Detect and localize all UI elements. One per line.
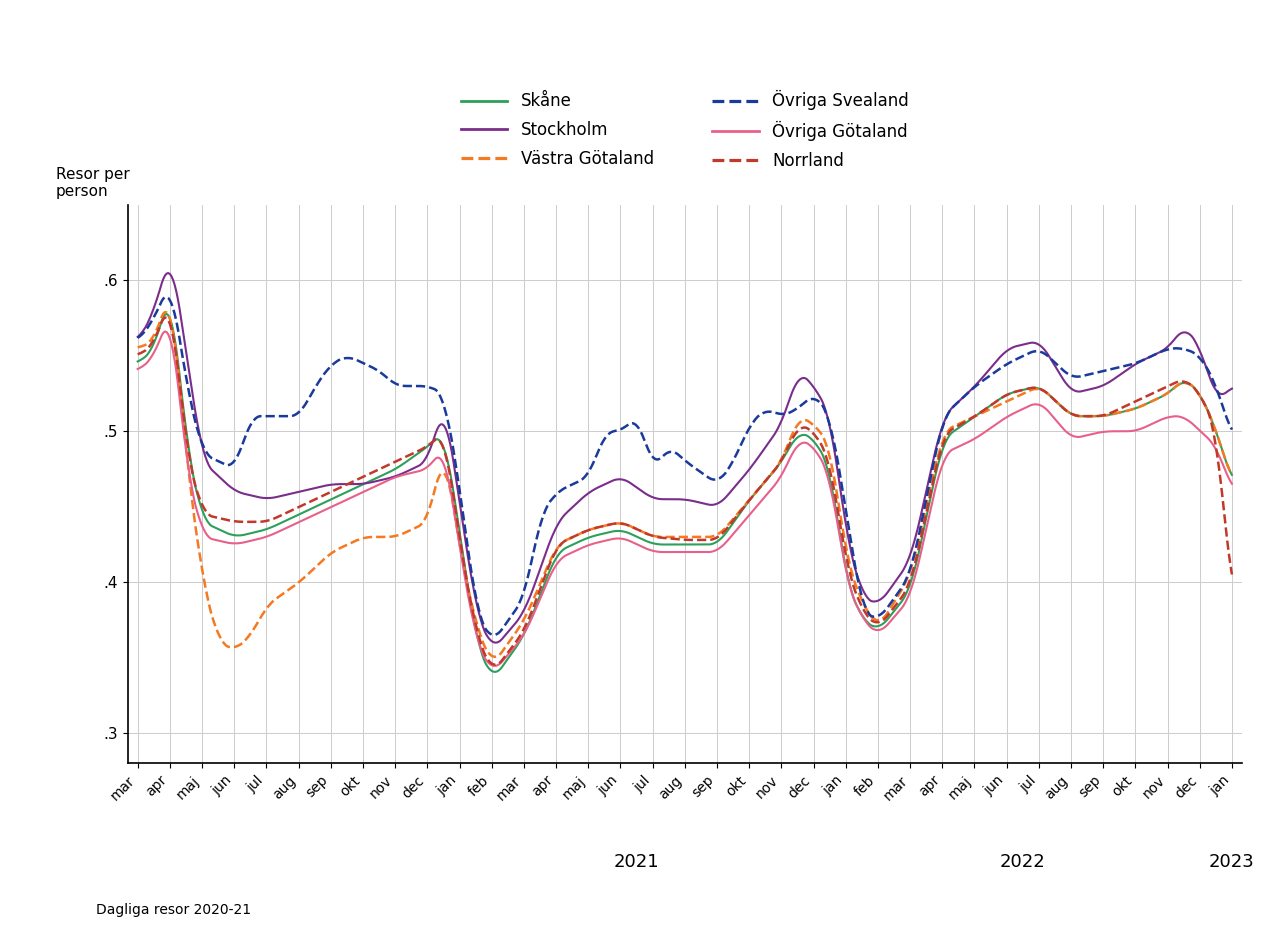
Text: 2021: 2021 [613, 853, 659, 870]
Text: 2023: 2023 [1210, 853, 1254, 870]
Text: 2022: 2022 [1000, 853, 1046, 870]
Text: Dagliga resor 2020-21: Dagliga resor 2020-21 [96, 903, 251, 917]
Legend: Skåne, Stockholm, Västra Götaland, Övriga Svealand, Övriga Götaland, Norrland: Skåne, Stockholm, Västra Götaland, Övrig… [461, 90, 909, 170]
Text: Resor per
person: Resor per person [55, 167, 129, 199]
